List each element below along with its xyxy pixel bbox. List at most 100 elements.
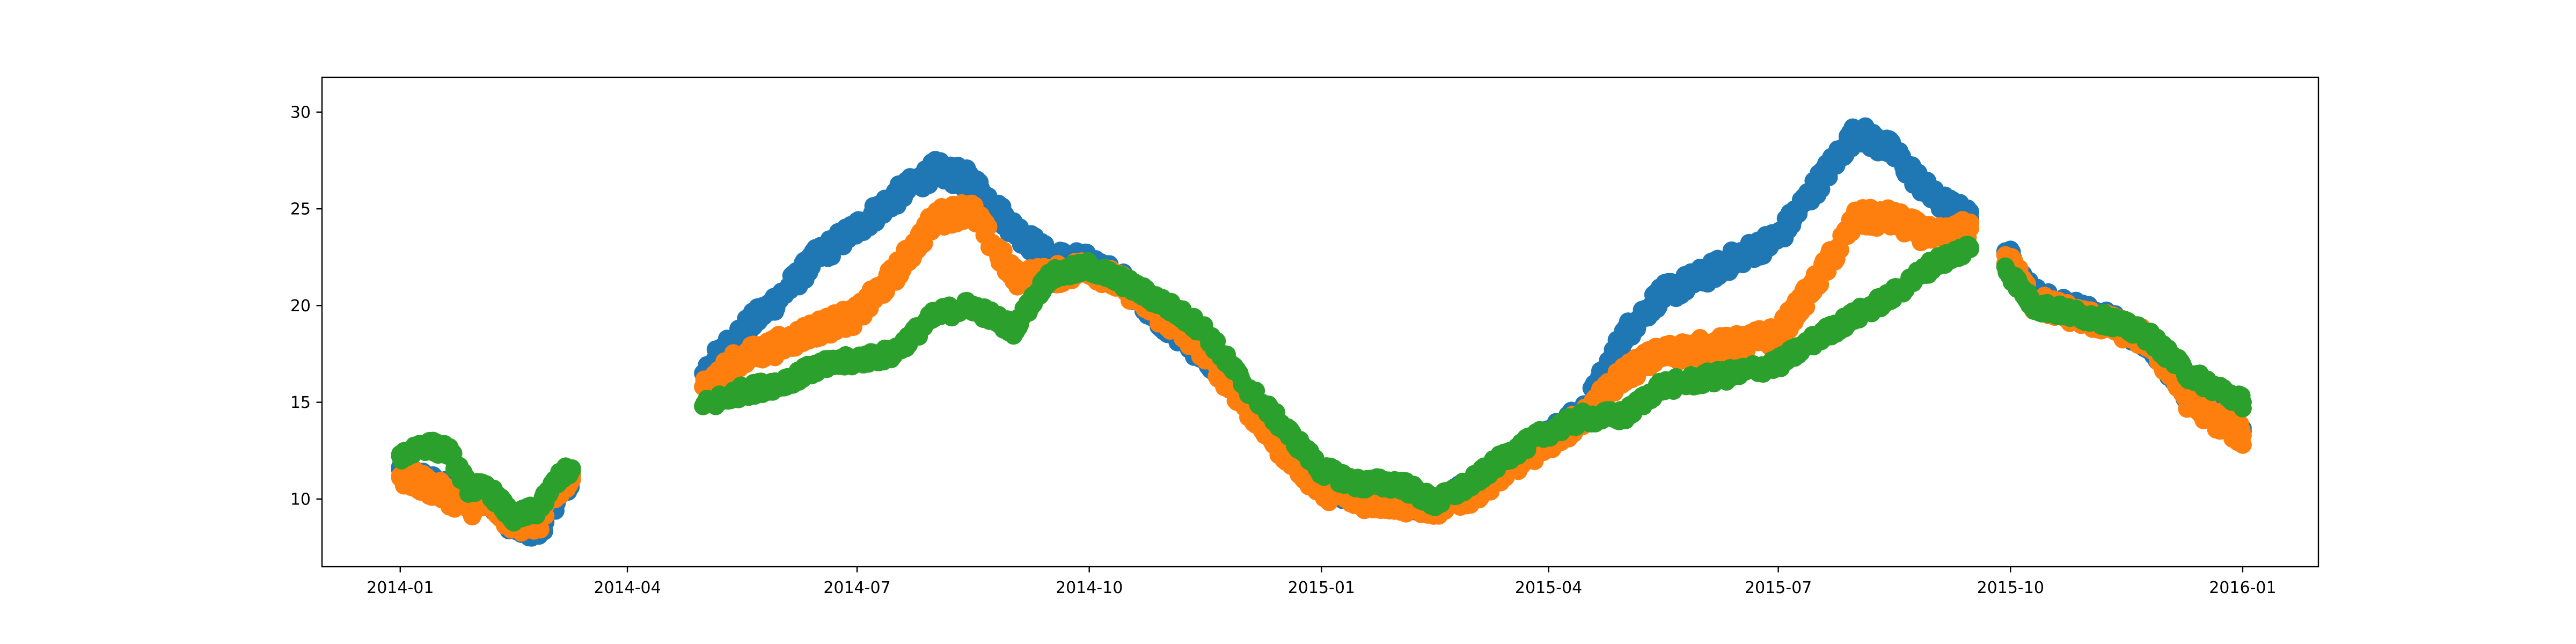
series-3-point [1005,320,1023,338]
series-3-point [459,478,478,496]
series-3-point [1348,474,1366,493]
series-3-point [530,500,548,518]
series-2-point [414,474,432,493]
series-1-point [1804,180,1823,199]
series-1-point [1694,267,1712,286]
series-2-point [883,267,902,286]
series-3-point [883,345,902,363]
series-3-point [1159,296,1177,314]
series-1-point [772,287,791,305]
series-3-point [391,448,409,466]
series-2-point [1769,325,1788,343]
series-3-point [1847,306,1865,324]
series-1-point [883,190,902,208]
series-3-point [479,480,497,499]
series-2-point [729,350,748,369]
series-2-point [808,320,826,338]
series-3-point [1461,474,1480,493]
x-tick-label: 2016-01 [2209,579,2276,597]
series-3-point [504,509,523,528]
series-3-point [1080,258,1099,276]
series-2-point [962,200,980,218]
series-3-point [1312,461,1330,479]
series-2-point [1961,219,1979,237]
series-2-point [2234,426,2252,444]
y-tick-label: 10 [290,490,311,509]
series-3-point [1234,374,1253,392]
series-2-point [1694,339,1712,357]
series-2-point [1804,277,1823,295]
series-1-point [1615,325,1634,343]
series-3-point [808,358,826,377]
series-3-point [926,306,945,324]
series-3-point [1996,258,2015,276]
series-3-point [563,461,581,479]
series-1-point [1651,287,1669,305]
series-3-point [1116,273,1134,291]
series-2-point [2178,389,2196,407]
series-3-point [1269,413,1287,431]
series-2-point [1651,345,1669,363]
series-3-point [962,296,980,314]
series-1-point [848,219,866,237]
y-tick-label: 20 [290,297,311,316]
series-2-point [1847,209,1865,228]
series-3-point [1729,364,1747,383]
series-2-point [439,486,457,504]
series-3-point [1769,355,1788,373]
series-3-point [2024,296,2043,314]
series-3-point [1194,320,1212,338]
y-tick-label: 15 [290,393,311,412]
x-tick-label: 2014-07 [823,579,890,597]
series-3-point [1804,331,1823,349]
series-3-point [1883,287,1901,305]
series-1-point [962,171,980,189]
series-2-point [979,218,998,236]
y-tick-label: 30 [290,103,311,122]
series-3-point [848,350,866,369]
series-3-point [1961,238,1979,257]
series-1-point [808,248,826,266]
series-3-point [2140,327,2158,346]
series-3-point [2062,304,2080,323]
series-2-point [1883,209,1901,228]
x-tick-label: 2015-07 [1745,579,1812,597]
series-3-point [2234,393,2252,412]
series-2-point [1729,335,1747,354]
series-2-point [2216,416,2234,435]
x-tick-label: 2014-10 [1056,579,1123,597]
x-tick-label: 2015-10 [1977,579,2044,597]
series-3-point [2178,364,2196,383]
series-1-point [1883,142,1901,160]
series-1-point [1769,229,1788,247]
series-2-point [772,335,791,354]
series-2-point [1926,229,1944,247]
series-3-point [2102,312,2120,330]
series-2-point [1005,267,1023,286]
series-3-point [1694,370,1712,388]
series-3-point [1040,267,1058,286]
series-3-point [1497,448,1515,466]
series-3-point [1391,474,1409,493]
series-3-point [694,397,712,415]
y-tick-label: 25 [290,200,311,219]
series-1-point [926,161,945,179]
series-3-point [414,436,432,454]
series-1-point [1005,219,1023,237]
x-tick-label: 2014-01 [367,579,434,597]
series-2-point [926,209,945,228]
series-3-point [2216,384,2234,402]
series-3-point [1540,422,1558,441]
x-tick-label: 2014-04 [594,579,661,597]
series-3-point [1426,494,1444,512]
x-tick-label: 2015-04 [1515,579,1582,597]
series-1-point [1847,122,1865,141]
series-3-point [772,374,791,392]
series-3-point [1651,378,1669,396]
series-3-point [1926,254,1944,272]
series-3-point [729,384,748,402]
series-3-point [1575,408,1593,427]
series-3-point [439,442,457,460]
